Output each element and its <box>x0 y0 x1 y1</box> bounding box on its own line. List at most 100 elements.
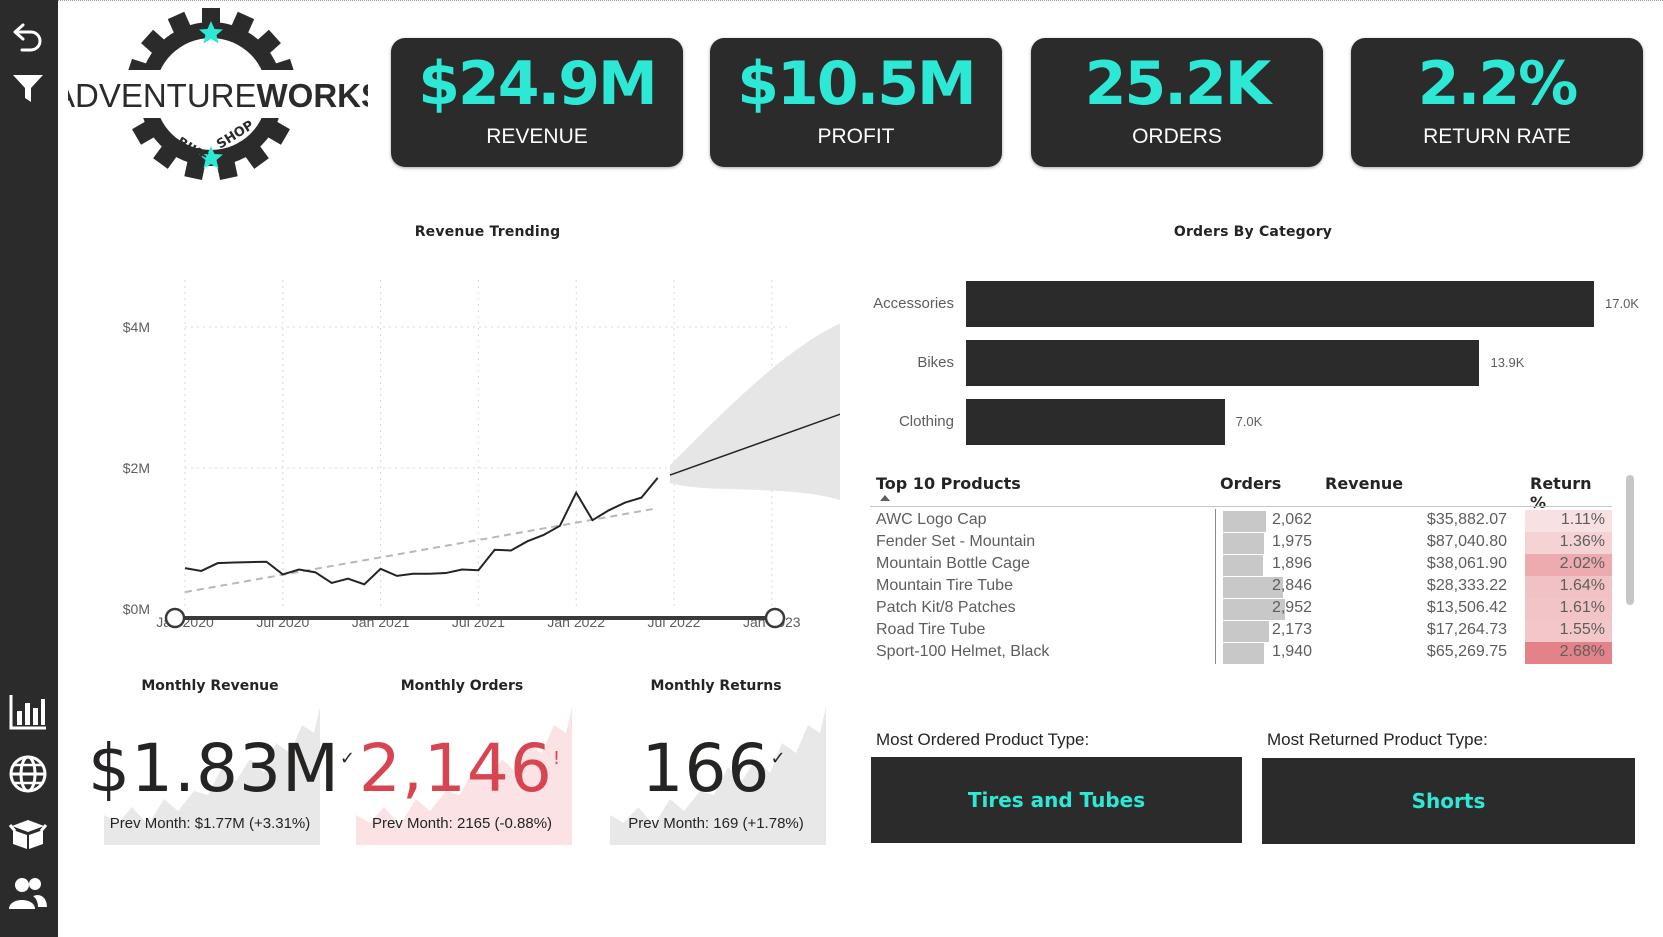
orders-data-bar <box>1223 643 1264 664</box>
category-value-label: 13.9K <box>1490 355 1525 370</box>
revenue-trending-title: Revenue Trending <box>414 224 561 240</box>
bar-chart-icon[interactable] <box>6 690 50 734</box>
monthly-orders-card: Monthly Orders 2,146! Prev Month: 2165 (-0… <box>352 675 572 850</box>
orders-cell: 2,846 <box>1271 577 1312 594</box>
return-heat-cell <box>1525 554 1612 576</box>
logo-word-bold: WORKS <box>257 77 368 114</box>
table-row[interactable]: Mountain Tire Tube 2,846 $28,333.22 1.64% <box>870 576 1612 598</box>
box-icon[interactable] <box>6 812 50 856</box>
logo-word-light: ADVENTURE <box>68 77 257 114</box>
orders-data-bar <box>1223 555 1263 576</box>
return-heat-cell <box>1525 576 1612 598</box>
y-tick-label: $0M <box>123 601 150 617</box>
header-return-pct[interactable]: Return % <box>1530 474 1592 512</box>
top-border <box>58 0 1663 1</box>
kpi-label: PROFIT <box>817 125 895 148</box>
revenue-cell: $28,333.22 <box>1426 577 1507 594</box>
table-row[interactable]: Road Tire Tube 2,173 $17,264.73 1.55% <box>870 620 1612 642</box>
check-icon: ✓ <box>339 748 356 769</box>
return-heat-cell <box>1525 642 1612 664</box>
return-pct-cell: 2.68% <box>1559 643 1605 660</box>
most-ordered-label: Most Ordered Product Type: <box>876 730 1090 749</box>
header-revenue[interactable]: Revenue <box>1325 474 1404 493</box>
monthly-card-prev: Prev Month: $1.77M (+3.31%) <box>109 815 311 832</box>
filter-icon[interactable] <box>6 66 50 110</box>
alert-icon: ! <box>552 748 562 769</box>
header-product[interactable]: Top 10 Products <box>876 474 1021 493</box>
monthly-revenue-card: Monthly Revenue $1.83M✓ Prev Month: $1.77M… <box>88 675 355 850</box>
sparkline-area <box>610 707 826 845</box>
product-name: Sport-100 Helmet, Black <box>876 643 1050 660</box>
category-value-label: 17.0K <box>1605 296 1639 311</box>
category-label: Accessories <box>873 295 954 312</box>
table-row[interactable]: AWC Logo Cap 2,062 $35,882.07 1.11% <box>870 510 1612 532</box>
kpi-card-profit: $10.5M PROFIT <box>710 38 1002 167</box>
orders-data-bar <box>1223 533 1265 554</box>
return-pct-cell: 1.11% <box>1560 511 1605 528</box>
product-name: Patch Kit/8 Patches <box>876 599 1016 616</box>
globe-icon[interactable] <box>6 752 50 796</box>
category-value-label: 7.0K <box>1235 414 1263 429</box>
kpi-label: ORDERS <box>1132 125 1222 148</box>
product-name: Mountain Bottle Cage <box>876 555 1030 572</box>
orders-cell: 1,975 <box>1271 533 1312 550</box>
orders-data-bar <box>1223 621 1269 642</box>
monthly-card-value: $1.83M✓ <box>88 730 356 807</box>
category-bar[interactable] <box>966 281 1594 327</box>
adventureworks-logo: ADVENTUREWORKS BIKE SHOP <box>53 8 383 183</box>
check-icon: ✓ <box>770 748 787 769</box>
kpi-value: $24.9M <box>418 49 658 119</box>
back-arrow-icon[interactable] <box>6 14 50 58</box>
most-returned-value: Shorts <box>1262 758 1635 844</box>
y-tick-label: $4M <box>123 319 150 335</box>
category-bar[interactable] <box>966 399 1225 445</box>
return-heat-cell <box>1525 532 1612 554</box>
monthly-card-prev: Prev Month: 169 (+1.78%) <box>628 815 804 832</box>
kpi-card-return-rate: 2.2% RETURN RATE <box>1351 38 1643 167</box>
orders-cell: 2,062 <box>1271 511 1312 528</box>
kpi-label: REVENUE <box>486 125 588 148</box>
revenue-cell: $38,061.90 <box>1426 555 1507 572</box>
revenue-cell: $87,040.80 <box>1426 533 1507 550</box>
revenue-cell: $35,882.07 <box>1426 511 1507 528</box>
revenue-cell: $17,264.73 <box>1426 621 1507 638</box>
y-tick-label: $2M <box>123 460 150 476</box>
sort-ascending-icon <box>880 495 890 501</box>
category-label: Bikes <box>917 354 954 371</box>
kpi-card-orders: 25.2K ORDERS <box>1031 38 1323 167</box>
revenue-series-line <box>184 477 659 586</box>
return-heat-cell <box>1525 620 1612 642</box>
table-row[interactable]: Sport-100 Helmet, Black 1,940 $65,269.75 2.… <box>870 642 1612 664</box>
monthly-card-title: Monthly Returns <box>650 678 782 694</box>
revenue-cell: $13,506.42 <box>1426 599 1507 616</box>
monthly-card-prev: Prev Month: 2165 (-0.88%) <box>371 815 553 832</box>
product-name: Fender Set - Mountain <box>876 533 1036 550</box>
most-ordered-value: Tires and Tubes <box>871 757 1242 843</box>
kpi-value: $10.5M <box>737 49 977 119</box>
orders-cell: 2,173 <box>1271 621 1312 638</box>
sparkline-area <box>356 707 572 845</box>
people-icon[interactable] <box>6 872 50 916</box>
kpi-value: 25.2K <box>1084 49 1272 119</box>
monthly-card-value: 166✓ <box>641 730 787 807</box>
orders-cell: 2,952 <box>1271 599 1312 616</box>
header-orders[interactable]: Orders <box>1220 474 1282 493</box>
kpi-label: RETURN RATE <box>1423 125 1571 148</box>
category-label: Clothing <box>898 413 954 430</box>
product-name: Road Tire Tube <box>876 621 986 638</box>
return-heat-cell <box>1525 598 1612 620</box>
table-row[interactable]: Mountain Bottle Cage 1,896 $38,061.90 2.02% <box>870 554 1612 576</box>
table-row[interactable]: Patch Kit/8 Patches 2,952 $13,506.42 1.61% <box>870 598 1612 620</box>
revenue-trending-chart[interactable]: Jan 2020 Jul 2020 Jan 2021 Jul 2021 Jan 2022… <box>100 250 840 660</box>
table-scrollbar[interactable] <box>1626 475 1634 605</box>
monthly-card-value: 2,146! <box>358 730 562 807</box>
category-bar[interactable] <box>966 340 1480 386</box>
sparkline-area <box>104 707 320 845</box>
header-divider <box>870 506 1612 507</box>
table-row[interactable]: Fender Set - Mountain 1,975 $87,040.80 1.36… <box>870 532 1612 554</box>
return-pct-cell: 1.36% <box>1559 533 1605 550</box>
orders-data-bar <box>1223 599 1285 620</box>
orders-by-category-title: Orders By Category <box>1173 224 1333 240</box>
orders-cell: 1,896 <box>1271 555 1312 572</box>
